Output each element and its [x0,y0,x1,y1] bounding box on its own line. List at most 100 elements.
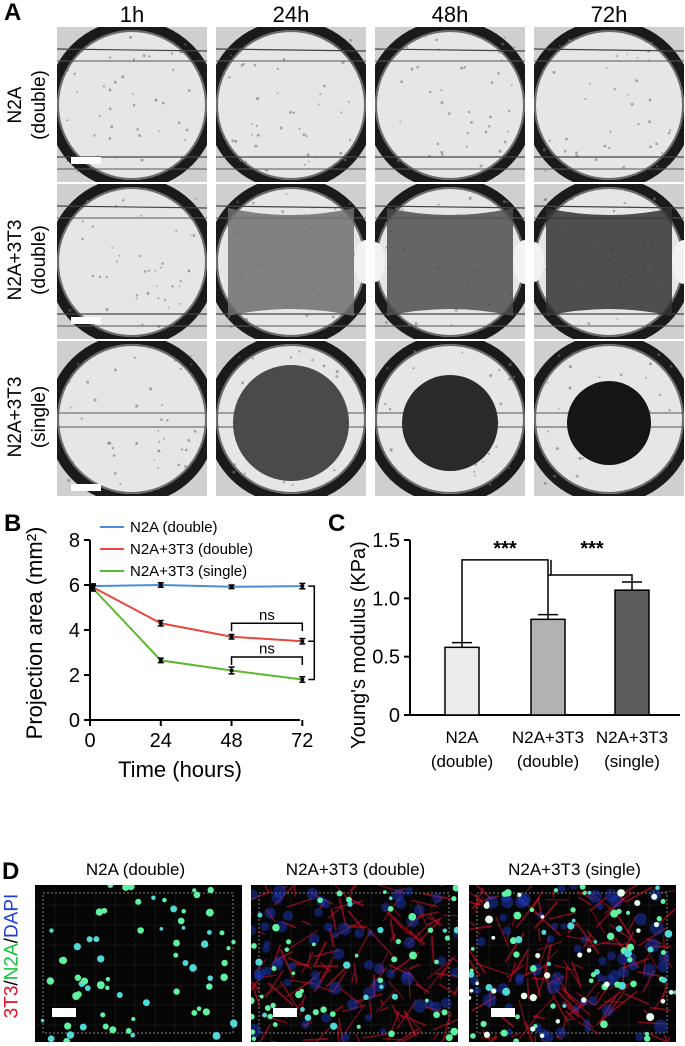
cell [343,961,351,969]
fiber [508,961,517,983]
nucleus [320,899,331,909]
nucleus [642,963,656,977]
cell [267,1013,273,1020]
fiber [490,1034,498,1042]
fiber [617,990,638,1008]
fiber [471,898,482,910]
nucleus [311,970,321,980]
cell [105,985,110,990]
fluo-title-n2a-double: N2A (double) [85,860,186,879]
fiber [313,966,331,993]
stain-sep: / [1,980,23,986]
nucleus [301,1020,310,1029]
cell [251,943,257,949]
stain-3t3: 3T3 [1,985,23,1019]
cell [107,885,114,888]
nucleus [596,974,605,982]
fiber [254,958,268,974]
fiber [383,1038,402,1041]
cell [445,1034,453,1042]
fiber [319,961,331,973]
fiber [287,956,313,970]
cell [196,1006,202,1011]
cell [444,935,451,941]
cell [660,949,667,956]
cell [382,890,387,895]
fiber [316,985,334,993]
cell [610,909,619,918]
cell [47,1035,55,1042]
cell [220,973,228,982]
cell [590,971,597,978]
nucleus [346,998,359,1011]
cell [409,951,418,960]
fiber [562,959,581,986]
well-ring [57,341,207,496]
fiber [644,954,649,961]
nucleus [540,1030,554,1042]
fiber [469,891,478,898]
fiber [533,901,558,930]
cell [329,1011,336,1018]
cell [529,907,535,913]
cell [644,1035,651,1042]
nucleus [271,892,283,905]
fiber [338,897,347,926]
cell [615,925,623,932]
fiber [423,967,446,995]
fiber [644,945,658,969]
cell [189,964,197,972]
cell [93,936,100,943]
cell [300,1007,305,1012]
cell [501,891,508,897]
fiber [565,1010,575,1020]
fiber [577,1021,600,1035]
cell [219,930,225,936]
nucleus [505,1028,513,1036]
fiber [505,932,509,942]
nucleus [392,888,405,901]
cell [80,977,89,985]
well-image [216,184,366,339]
cell [424,998,429,1003]
fiber [586,929,598,943]
timepoint-1h: 1h [119,2,145,27]
fiber [264,969,284,999]
nucleus [598,956,607,966]
fiber [408,963,420,970]
fiber [649,1006,670,1012]
cell [74,974,82,982]
nucleus [251,1024,262,1039]
well-ring [57,27,207,182]
cell [470,1033,476,1039]
cell [100,1012,106,1018]
cell [182,960,189,967]
fiber [543,944,552,975]
cell [644,1031,650,1037]
fiber [533,1015,546,1020]
cell [469,968,474,973]
fiber [377,952,389,974]
well-image [375,27,525,182]
bar [530,618,566,716]
fiber [587,939,615,948]
nucleus [555,1027,567,1039]
fluo-title-n2a3t3-single: N2A+3T3 (single) [508,860,641,879]
cell [579,885,586,890]
well-image [57,184,207,339]
fiber [555,1035,563,1041]
fiber [616,914,637,944]
nucleus [386,968,396,979]
nucleus [583,1019,591,1027]
fiber [537,898,544,923]
fiber [282,921,297,929]
data-point [158,583,163,587]
fiber [383,908,408,934]
cell [515,1014,520,1020]
cell [509,937,517,945]
cell [469,971,475,978]
cell [517,892,522,897]
fiber [625,886,653,903]
cell [125,1028,132,1034]
nucleus [560,923,567,930]
